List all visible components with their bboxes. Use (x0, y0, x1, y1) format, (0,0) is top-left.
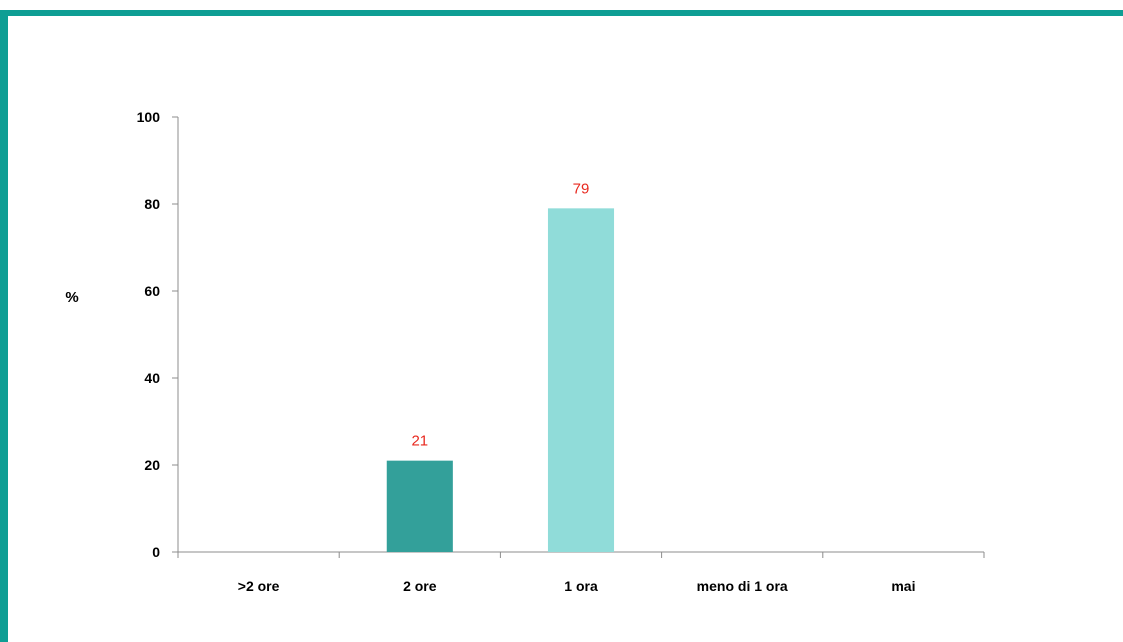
frame-top-border (0, 10, 1123, 16)
x-tick-label: 1 ora (564, 578, 598, 594)
x-tick-label: >2 ore (238, 578, 280, 594)
bars (386, 208, 615, 552)
y-tick-label: 60 (144, 283, 160, 299)
data-label: 79 (573, 180, 590, 197)
y-tick-label: 80 (144, 196, 160, 212)
data-label: 21 (411, 433, 428, 450)
y-tick-label: 40 (144, 370, 160, 386)
y-axis: 0 20 40 60 80 100 (137, 109, 179, 560)
x-tick-label: 2 ore (403, 578, 437, 594)
x-axis: >2 ore 2 ore 1 ora meno di 1 ora mai (177, 551, 985, 594)
data-labels: 21 79 (411, 180, 589, 449)
y-tick-label: 100 (137, 109, 161, 125)
frame-left-border (0, 10, 8, 642)
x-tick-label: meno di 1 ora (697, 578, 788, 594)
y-tick-label: 20 (144, 457, 160, 473)
bar (547, 208, 615, 552)
y-tick-label: 0 (152, 544, 160, 560)
bar (386, 460, 453, 552)
y-axis-title: % (65, 289, 78, 306)
x-tick-label: mai (891, 578, 915, 594)
